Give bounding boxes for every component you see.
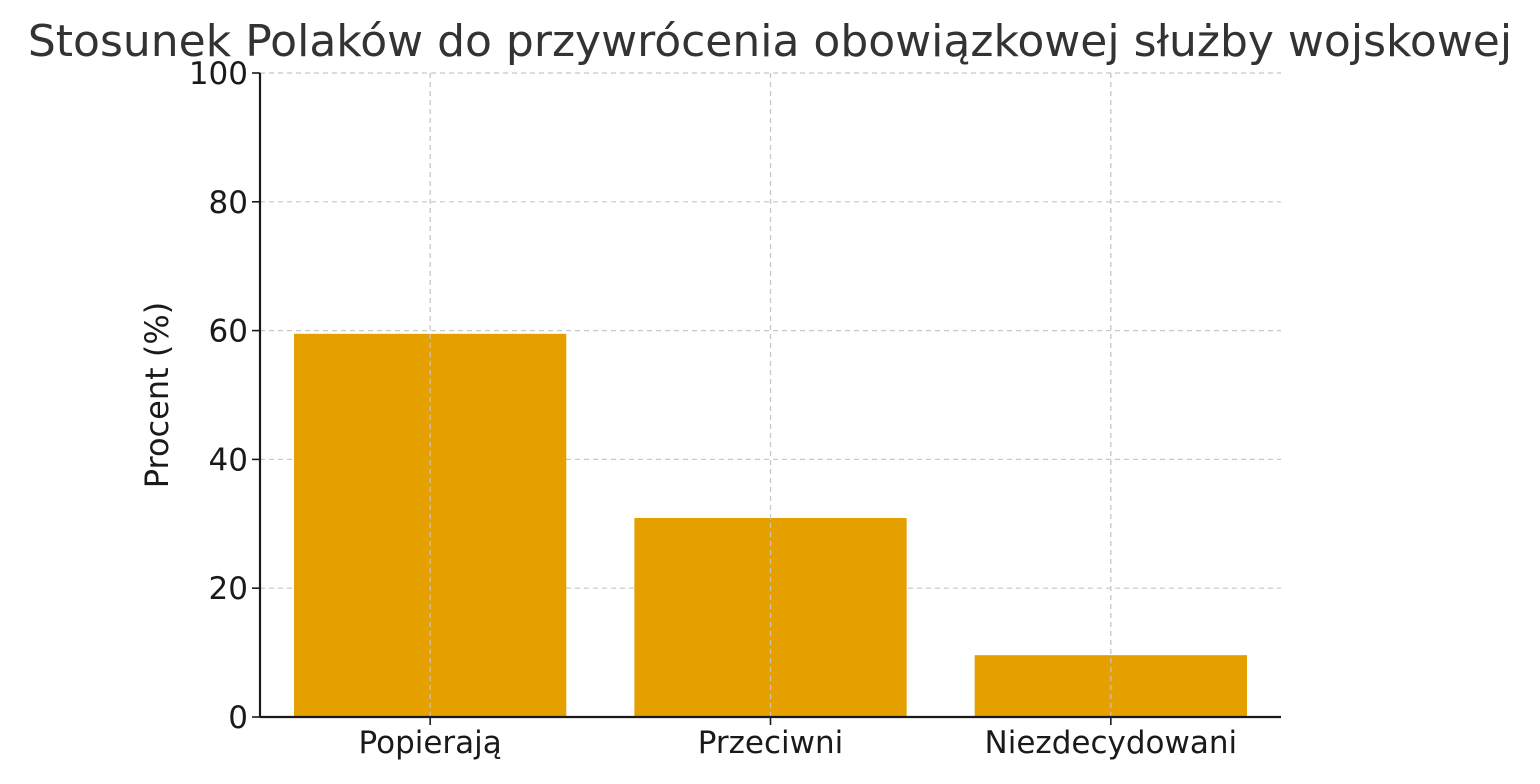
bars bbox=[294, 73, 1247, 717]
y-tick-label: 60 bbox=[209, 314, 248, 350]
chart-title: Stosunek Polaków do przywrócenia obowiąz… bbox=[28, 16, 1512, 67]
y-tick-label: 100 bbox=[189, 56, 248, 92]
y-tick-label: 20 bbox=[209, 571, 248, 607]
axes bbox=[252, 72, 1281, 725]
y-axis-label: Procent (%) bbox=[138, 302, 176, 488]
y-tick-label: 0 bbox=[228, 700, 248, 736]
x-tick-label: Niezdecydowani bbox=[985, 725, 1238, 761]
x-tick-label: Popierają bbox=[359, 725, 502, 761]
y-tick-label: 40 bbox=[209, 442, 248, 478]
y-tick-label: 80 bbox=[209, 185, 248, 221]
tick-labels: 0 20 40 60 80 100 Popierają Przeciwni Niezdecydo… bbox=[189, 56, 1237, 761]
x-tick-label: Przeciwni bbox=[698, 725, 844, 761]
